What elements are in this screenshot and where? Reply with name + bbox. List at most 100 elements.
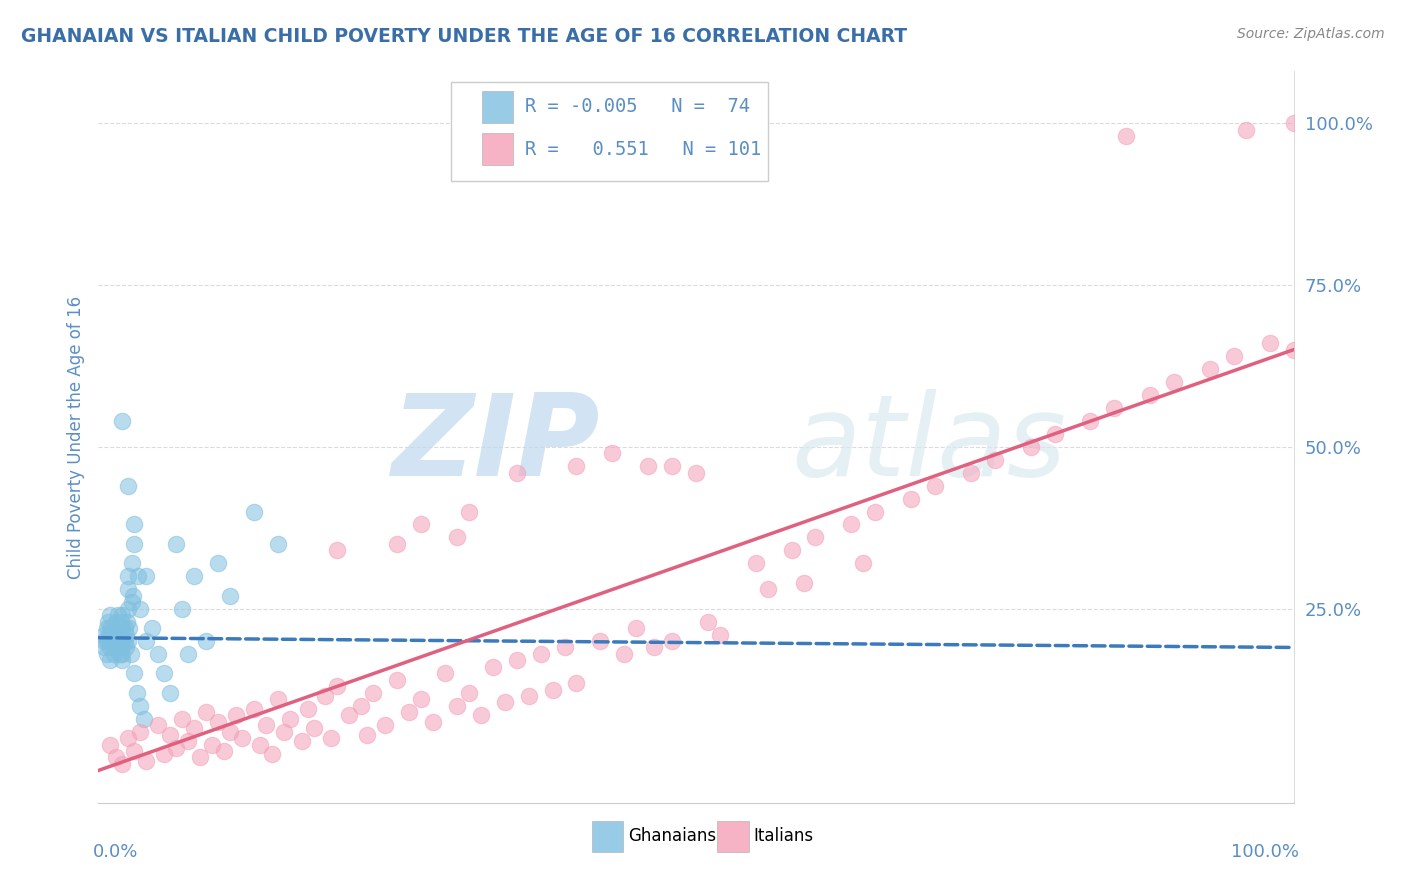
Point [107,634,129,648]
Point [108,647,131,661]
Point [458,504,481,518]
Point [141,621,163,635]
Point [1199,362,1222,376]
Point [745,557,768,571]
Point [249,738,271,752]
Point [273,724,295,739]
Point [411,517,433,532]
Point [219,589,242,603]
Point [101,634,124,648]
Point [135,569,157,583]
Point [1115,129,1137,144]
Point [243,702,266,716]
Point [1104,401,1126,415]
Point [117,601,139,615]
Point [115,627,138,641]
Text: Ghanaians: Ghanaians [628,828,716,846]
Point [98,634,122,648]
Point [481,660,505,674]
Point [260,747,283,762]
Point [339,708,361,723]
Point [153,666,176,681]
Point [172,601,194,615]
Point [661,634,683,648]
Point [153,747,176,762]
Point [103,627,125,641]
Point [129,601,152,615]
Point [254,718,277,732]
Point [1043,426,1066,441]
Point [207,714,229,729]
Point [1080,414,1102,428]
Point [363,686,385,700]
Point [165,537,187,551]
Point [326,543,349,558]
Point [517,689,540,703]
Text: ZIP: ZIP [392,389,600,500]
Point [984,452,1007,467]
Point [148,718,170,732]
Text: Source: ZipAtlas.com: Source: ZipAtlas.com [1237,27,1385,41]
Point [231,731,253,745]
Point [183,722,205,736]
Point [302,722,325,736]
Point [104,640,127,655]
Point [132,712,155,726]
Point [1139,388,1161,402]
Point [111,634,134,648]
Point [111,608,134,623]
Point [350,698,373,713]
Point [159,686,181,700]
Point [315,689,337,703]
Point [98,653,122,667]
Point [602,446,624,460]
Point [865,504,887,518]
Point [565,676,588,690]
Point [565,459,588,474]
Point [1019,440,1042,454]
Point [98,627,121,641]
Point [297,702,319,716]
Point [643,640,665,655]
Point [530,647,553,661]
Point [321,731,343,745]
Point [108,621,131,635]
Point [195,705,218,719]
Point [398,705,420,719]
Point [97,615,120,629]
Text: atlas: atlas [792,389,1067,500]
FancyBboxPatch shape [592,822,623,852]
Point [93,627,115,641]
Point [626,621,648,635]
Point [98,640,122,655]
Point [637,459,659,474]
Point [124,537,146,551]
Point [183,569,205,583]
Text: R =   0.551   N = 101: R = 0.551 N = 101 [524,139,761,159]
Point [115,615,138,629]
Point [458,686,481,700]
Point [841,517,863,532]
Point [117,634,139,648]
Point [434,666,457,681]
Point [117,731,139,745]
Point [135,634,157,648]
Point [541,682,564,697]
Point [960,466,983,480]
Point [494,696,516,710]
Point [661,459,683,474]
Point [212,744,235,758]
Point [98,608,122,623]
Point [101,621,124,635]
Text: 0.0%: 0.0% [93,843,138,861]
Point [124,517,146,532]
Point [124,744,146,758]
Point [1163,375,1185,389]
Point [589,634,612,648]
Point [195,634,218,648]
Point [107,608,129,623]
Point [1258,336,1281,351]
Point [709,627,731,641]
Point [780,543,803,558]
Point [506,653,529,667]
